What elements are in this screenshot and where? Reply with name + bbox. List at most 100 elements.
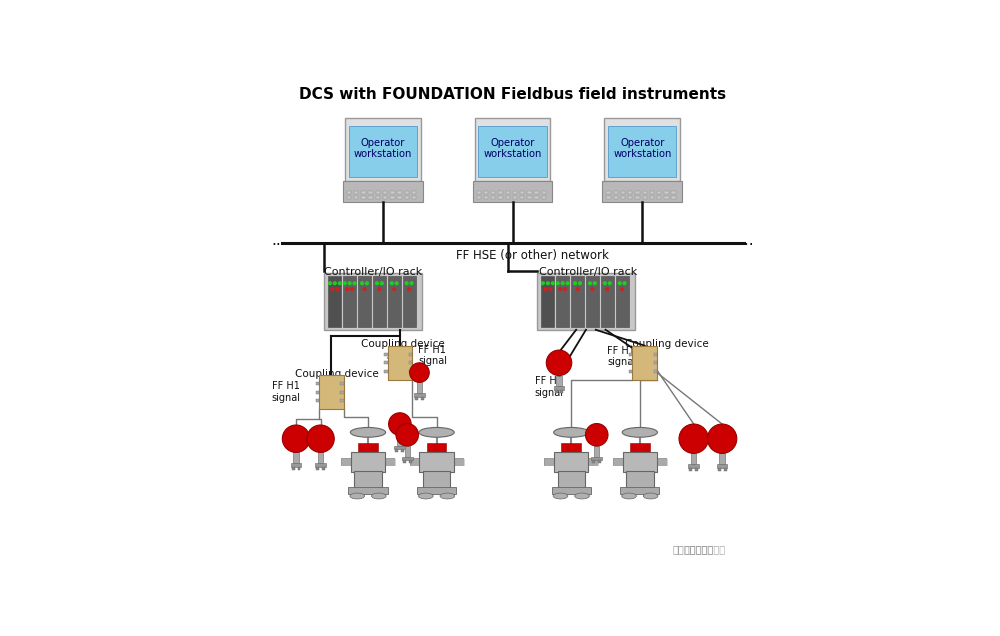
Bar [373,277,386,327]
Bar [671,196,676,199]
Bar [608,126,676,177]
Bar [591,457,602,460]
Text: Operator
workstation: Operator workstation [483,137,542,159]
Bar [650,196,654,199]
Circle shape [618,282,621,284]
Bar [340,391,344,394]
Circle shape [343,282,346,284]
Bar [415,397,418,399]
Bar [397,191,402,193]
Bar [405,446,410,457]
Bar [554,452,588,471]
Circle shape [393,287,396,291]
Bar [604,118,680,181]
Bar [477,196,481,199]
Text: Controller/IO rack: Controller/IO rack [324,267,422,277]
Bar [384,361,388,364]
Circle shape [542,282,544,284]
Bar [606,196,611,199]
Circle shape [603,282,606,284]
Bar [412,196,416,199]
Bar [537,273,635,329]
Text: ...: ... [271,233,286,248]
Bar [409,361,412,364]
Bar [650,191,654,193]
Bar [635,191,640,193]
Text: 工业物联网技术: 工业物联网技术 [684,544,726,554]
Bar [506,196,510,199]
Circle shape [395,282,398,284]
Circle shape [589,282,591,284]
Bar [316,382,319,385]
Circle shape [366,282,368,284]
Bar [654,353,657,356]
Bar [419,452,454,471]
Bar [592,460,595,463]
Circle shape [331,287,334,291]
Bar [643,196,647,199]
Text: ...: ... [739,233,754,248]
Circle shape [559,287,562,291]
Bar [354,191,358,193]
Ellipse shape [371,493,386,499]
Circle shape [408,287,410,291]
Bar [491,191,495,193]
Text: Coupling device: Coupling device [625,339,709,349]
Circle shape [679,424,708,453]
Circle shape [707,424,737,453]
Circle shape [378,287,381,291]
Circle shape [363,287,366,291]
Text: FF H1
signal: FF H1 signal [535,377,564,398]
Bar [558,471,585,488]
Ellipse shape [350,427,386,437]
Bar [388,277,401,327]
Bar [414,393,425,397]
Bar [473,181,552,202]
Bar [614,196,618,199]
Bar [427,443,446,452]
Bar [498,196,503,199]
Bar [348,487,388,494]
Bar [417,487,456,494]
Circle shape [606,287,609,291]
Circle shape [389,413,411,435]
Circle shape [353,282,356,284]
Bar [623,452,657,471]
Bar [376,196,380,199]
Text: Operator
workstation: Operator workstation [354,137,412,159]
Bar [632,346,657,380]
Bar [291,463,301,467]
Bar [491,196,495,199]
Bar [315,463,326,467]
Bar [397,196,402,199]
Bar [390,191,395,193]
Bar [478,126,547,177]
Bar [628,191,632,193]
Circle shape [551,282,554,284]
Bar [345,118,421,181]
Bar [717,464,727,467]
Circle shape [576,287,579,291]
Circle shape [329,282,331,284]
Bar [520,191,524,193]
Bar [328,277,341,327]
Bar [616,277,629,327]
Circle shape [623,282,626,284]
Bar [657,191,661,193]
Bar [484,191,488,193]
Bar [384,370,388,373]
Bar [601,277,614,327]
Bar [671,191,676,193]
Circle shape [351,287,353,291]
Bar [513,191,517,193]
Bar [560,390,563,392]
Text: DCS with FOUNDATION Fieldbus field instruments: DCS with FOUNDATION Fieldbus field instr… [299,87,726,102]
Circle shape [376,282,378,284]
Circle shape [396,424,418,446]
Bar [412,191,416,193]
Circle shape [333,282,336,284]
Bar [561,443,581,452]
Circle shape [348,282,351,284]
Circle shape [380,282,383,284]
Bar [657,196,661,199]
